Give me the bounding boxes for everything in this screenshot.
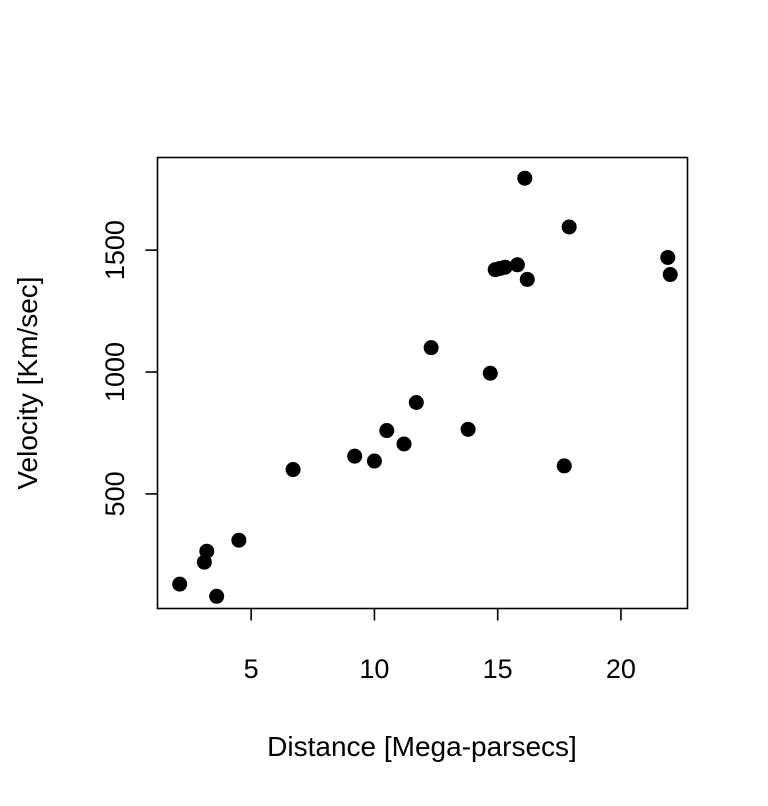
x-tick-label: 20 <box>606 654 636 684</box>
data-point <box>423 340 439 356</box>
data-points <box>172 170 678 604</box>
x-axis-label: Distance [Mega-parsecs] <box>267 731 577 762</box>
y-tick-label: 1500 <box>100 220 130 280</box>
y-axis: 500 1000 1500 <box>100 220 158 516</box>
data-point <box>379 423 395 439</box>
x-tick-label: 10 <box>359 654 389 684</box>
y-tick-label: 500 <box>100 471 130 516</box>
y-tick-label: 1000 <box>100 342 130 402</box>
data-point <box>209 588 225 604</box>
data-point <box>482 365 498 381</box>
data-point <box>199 543 215 559</box>
data-point <box>347 448 363 464</box>
data-point <box>517 170 533 186</box>
data-point <box>366 453 382 469</box>
x-tick-label: 15 <box>483 654 513 684</box>
data-point <box>519 271 535 287</box>
data-point <box>561 219 577 235</box>
data-point <box>396 436 412 452</box>
data-point <box>497 259 513 275</box>
x-tick-label: 5 <box>244 654 259 684</box>
data-point <box>408 395 424 411</box>
data-point <box>172 576 188 592</box>
data-point <box>460 421 476 437</box>
data-point <box>556 458 572 474</box>
data-point <box>285 462 301 478</box>
data-point <box>231 532 247 548</box>
plot-frame <box>156 156 689 610</box>
data-point <box>660 249 676 265</box>
x-axis: 5 10 15 20 <box>244 608 636 684</box>
y-axis-label: Velocity [Km/sec] <box>12 276 43 489</box>
data-point <box>662 267 678 283</box>
data-point <box>509 257 525 273</box>
